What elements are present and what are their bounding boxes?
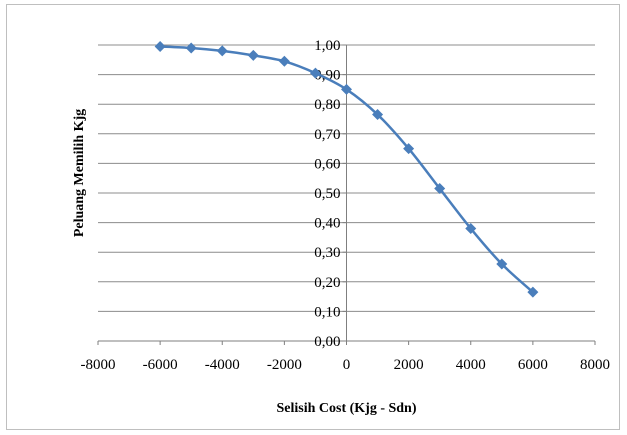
x-tick-label: 8000 (580, 357, 610, 373)
x-tick-label: -8000 (81, 357, 116, 373)
y-tick-label: 0,80 (314, 97, 340, 113)
data-point-marker (247, 49, 259, 61)
x-tick-label: 6000 (518, 357, 548, 373)
y-tick-label: 0,00 (314, 334, 340, 350)
data-point-marker (154, 40, 166, 52)
data-point-marker (372, 109, 384, 121)
y-tick-label: 0,10 (314, 304, 340, 320)
data-point-marker (496, 258, 508, 270)
axes (97, 44, 596, 345)
x-tick-label: 2000 (394, 357, 424, 373)
x-tick-label: 4000 (456, 357, 486, 373)
data-point-marker (309, 67, 321, 79)
y-axis-title: Peluang Memilih Kjg (72, 109, 87, 237)
x-tick-labels: -8000 -6000 -4000 -2000 0 2000 4000 6000 8000 (81, 357, 611, 373)
y-tick-labels: 0,00 0,10 0,20 0,30 0,40 0,50 0,60 0,70 0,80 0,90… (314, 38, 340, 350)
x-tick-label: -2000 (267, 357, 302, 373)
y-tick-label: 0,20 (314, 275, 340, 291)
y-tick-label: 0,40 (314, 216, 340, 232)
y-tick-label: 0,30 (314, 245, 340, 261)
y-tick-label: 0,50 (314, 186, 340, 202)
data-point-marker (278, 55, 290, 67)
y-tick-label: 0,60 (314, 156, 340, 172)
y-tick-label: 1,00 (314, 38, 340, 54)
x-tick-label: 0 (343, 357, 351, 373)
y-tick-label: 0,70 (314, 127, 340, 143)
data-point-marker (341, 83, 352, 95)
data-point-marker (216, 45, 228, 57)
x-tick-label: -4000 (205, 357, 240, 373)
data-point-marker (434, 183, 446, 195)
data-point-marker (185, 42, 197, 54)
chart-frame: -8000 -6000 -4000 -2000 0 2000 4000 6000 8000 0,… (6, 4, 620, 430)
x-axis-title: Selisih Cost (Kjg - Sdn) (276, 401, 416, 416)
x-tick-label: -6000 (143, 357, 178, 373)
y-tick-label: 0,90 (314, 68, 340, 84)
data-point-marker (403, 143, 415, 155)
data-point-marker (527, 286, 539, 298)
series-group (154, 40, 539, 298)
line-chart: -8000 -6000 -4000 -2000 0 2000 4000 6000 8000 0,… (72, 38, 611, 416)
data-point-marker (465, 223, 477, 235)
